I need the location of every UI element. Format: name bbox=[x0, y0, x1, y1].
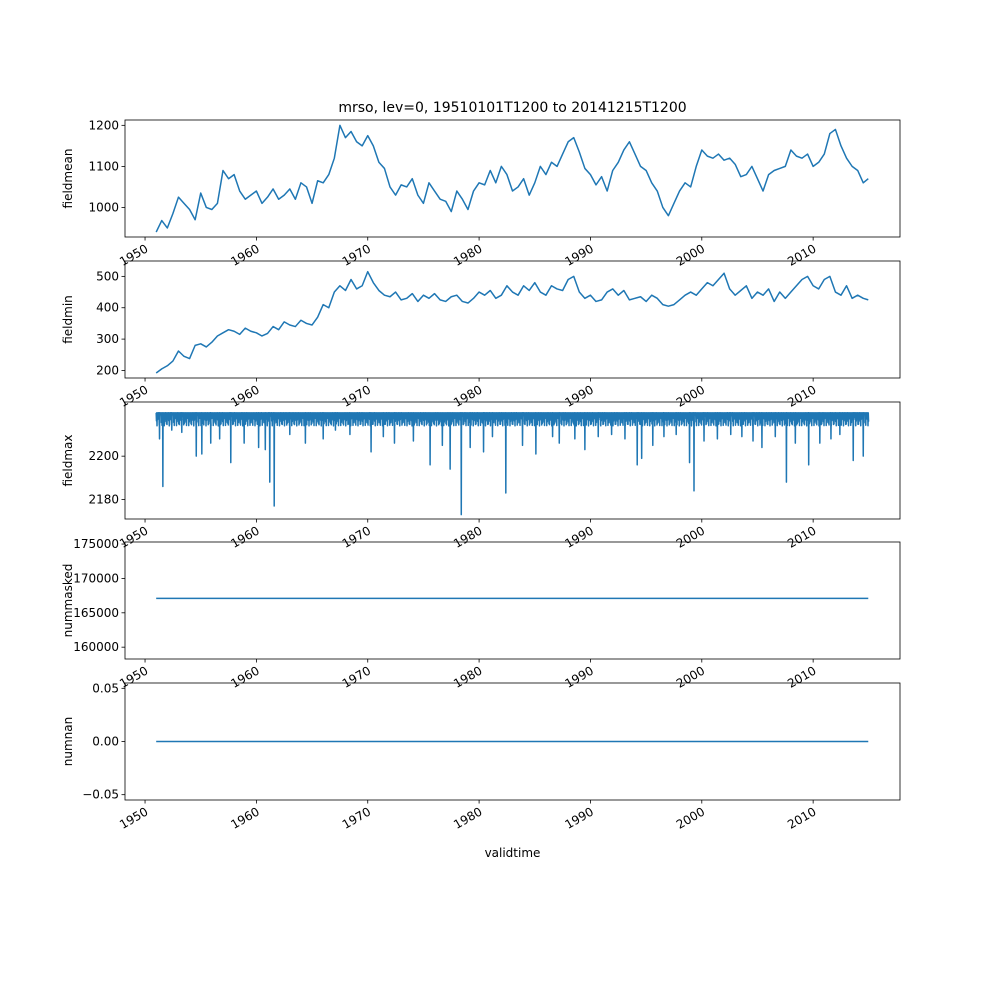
y-tick-label: 500 bbox=[96, 269, 119, 283]
y-axis-label: fieldmean bbox=[61, 149, 75, 209]
y-axis-label: fieldmin bbox=[61, 295, 75, 344]
axes-frame bbox=[124, 541, 901, 660]
y-axis-label: numnan bbox=[61, 717, 75, 766]
y-tick-label: 2180 bbox=[88, 493, 119, 507]
series-line-fieldmax bbox=[155, 412, 870, 516]
figure-title: mrso, lev=0, 19510101T1200 to 20141215T1… bbox=[338, 100, 686, 116]
y-tick-label: 175000 bbox=[73, 537, 119, 551]
y-tick-label: 200 bbox=[96, 363, 119, 377]
y-tick-label: 300 bbox=[96, 332, 119, 346]
y-tick-label: 0.05 bbox=[92, 681, 119, 695]
series-line-fieldmin bbox=[155, 270, 869, 374]
axes-frame bbox=[124, 260, 901, 379]
y-tick-label: 1200 bbox=[88, 118, 119, 132]
y-tick-label: 165000 bbox=[73, 606, 119, 620]
y-tick-label: −0.05 bbox=[82, 788, 119, 802]
y-tick-label: 170000 bbox=[73, 571, 119, 585]
y-tick-label: 0.00 bbox=[92, 735, 119, 749]
x-axis-label: validtime bbox=[485, 846, 541, 860]
y-tick-label: 2200 bbox=[88, 449, 119, 463]
axes-frame bbox=[124, 401, 901, 520]
axes-frame bbox=[124, 119, 901, 238]
y-tick-label: 160000 bbox=[73, 640, 119, 654]
y-tick-label: 400 bbox=[96, 301, 119, 315]
y-tick-label: 1100 bbox=[88, 159, 119, 173]
series-line-fieldmean bbox=[155, 124, 869, 233]
y-tick-label: 1000 bbox=[88, 200, 119, 214]
y-axis-label: fieldmax bbox=[61, 434, 75, 486]
y-axis-label: nummasked bbox=[61, 564, 75, 638]
